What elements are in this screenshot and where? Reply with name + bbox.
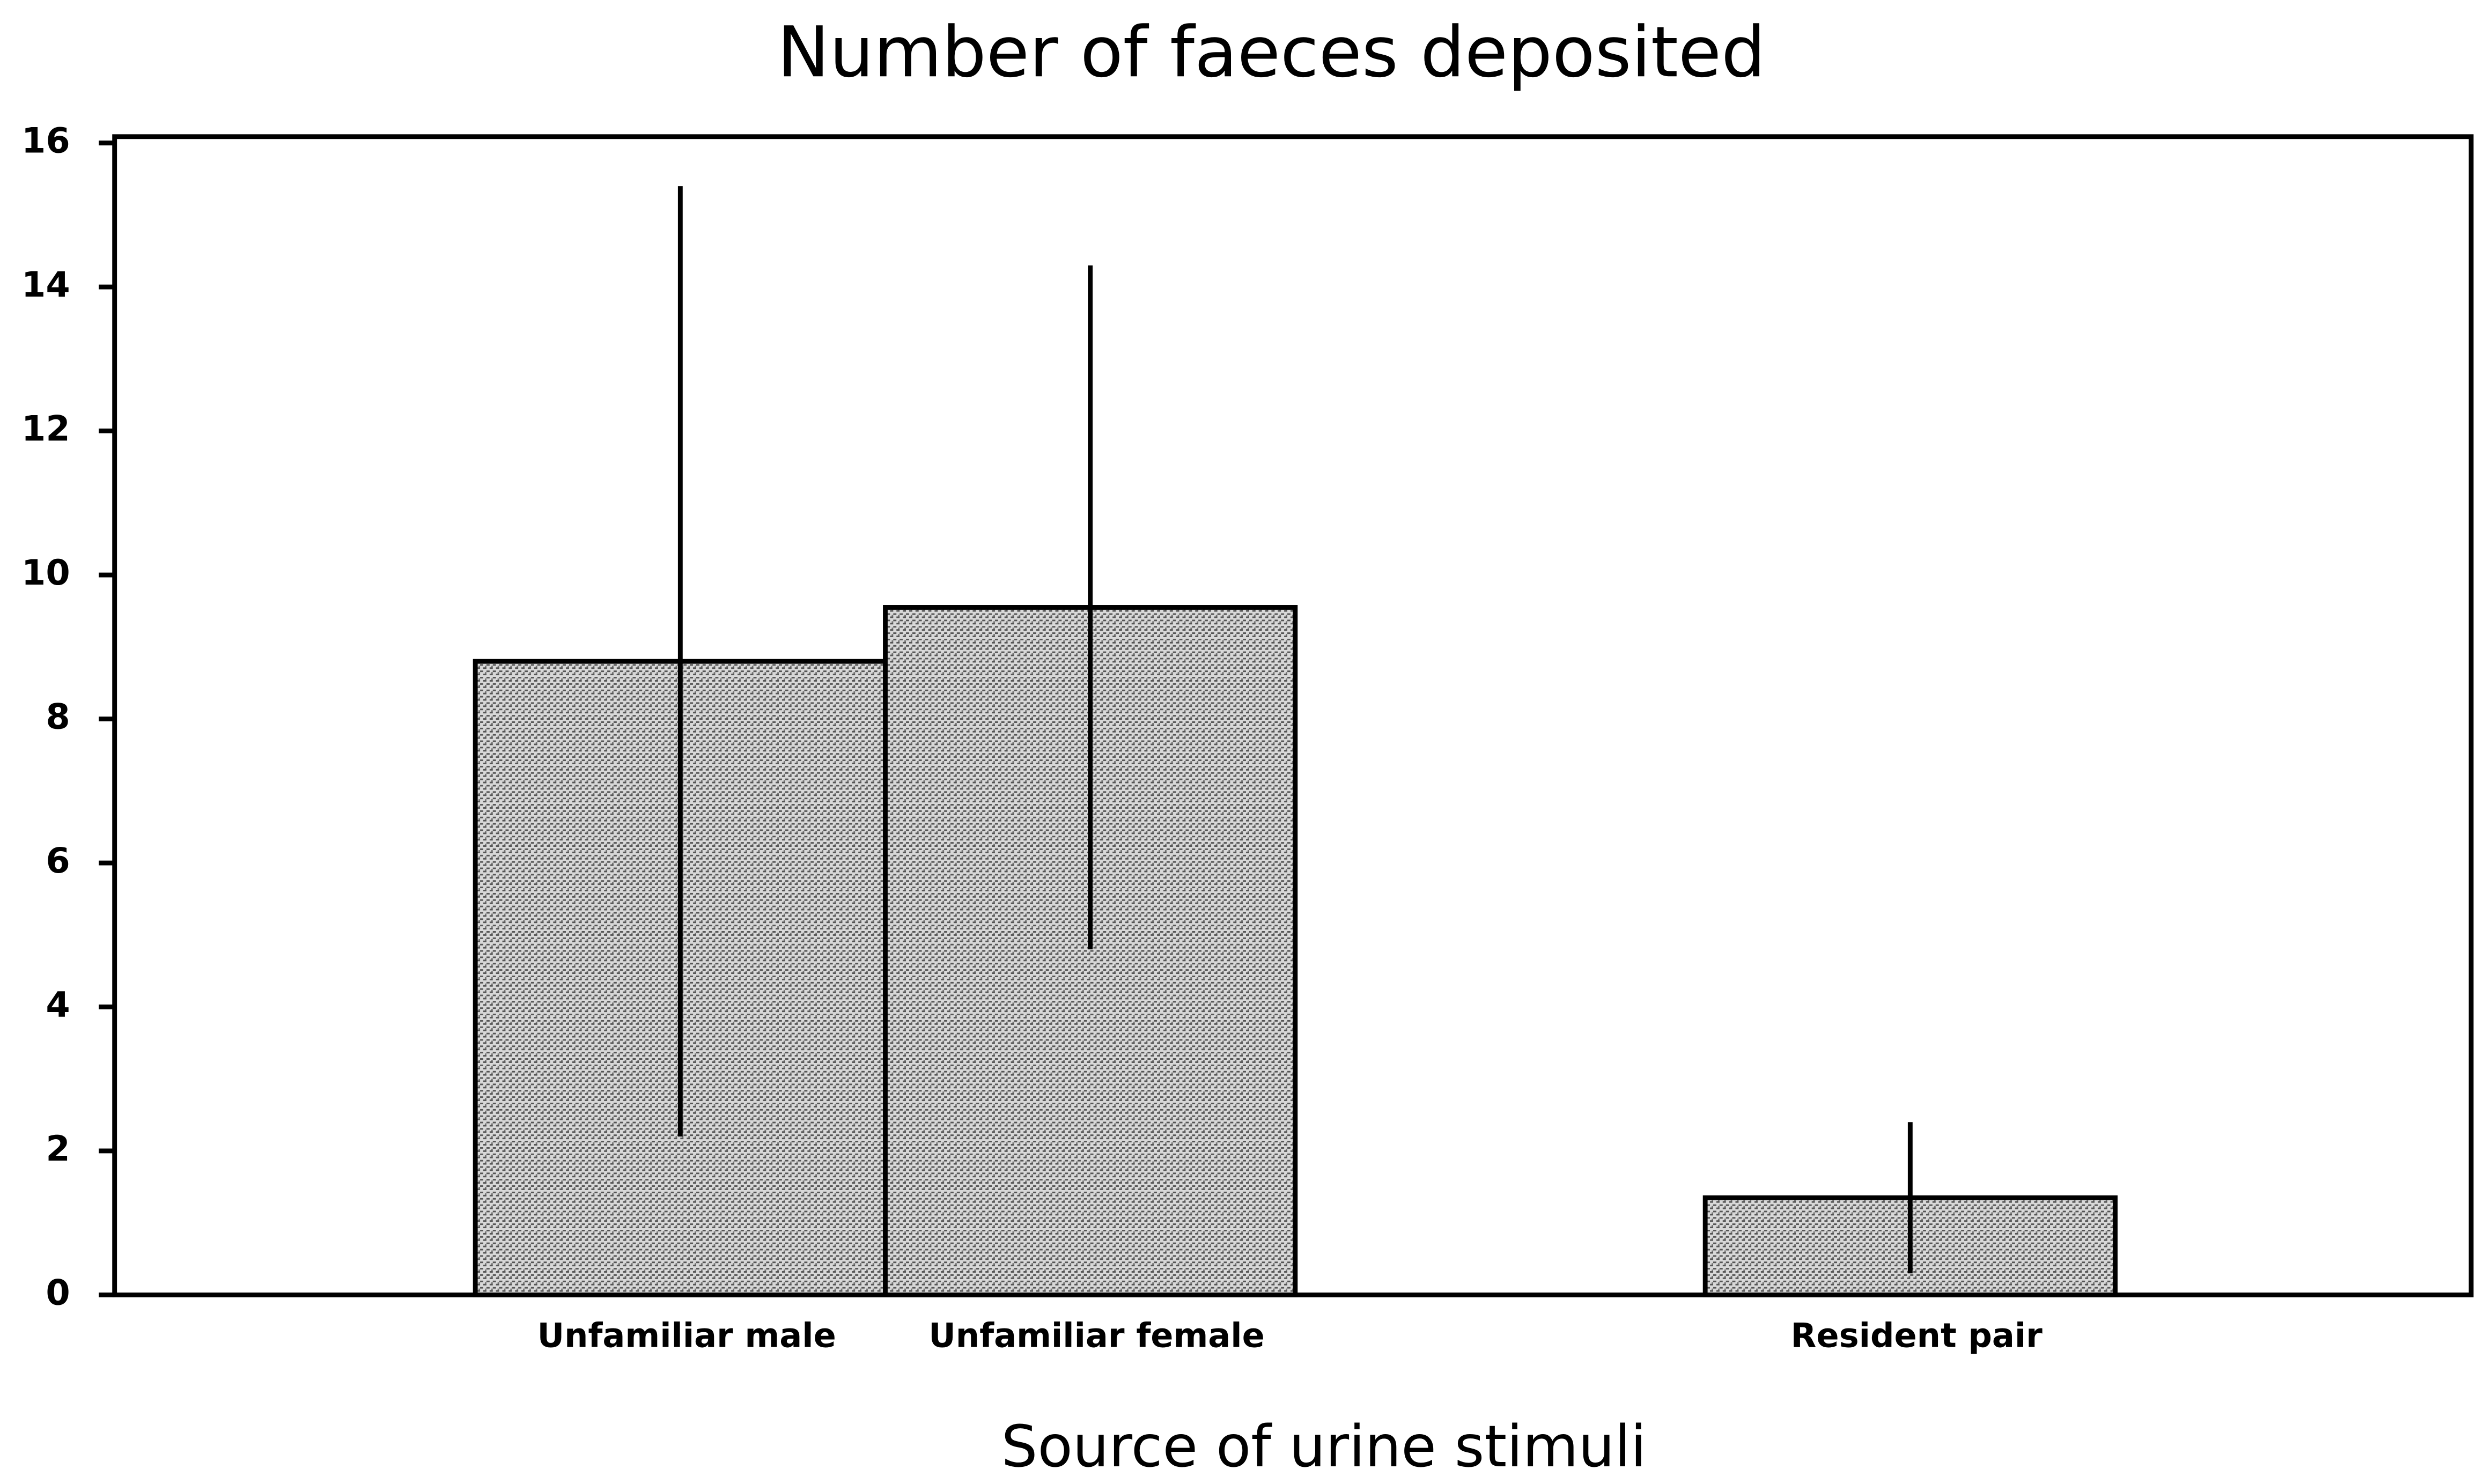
chart-title: Number of faeces deposited <box>777 11 1766 93</box>
y-tick-label: 16 <box>21 121 70 161</box>
y-tick-label: 14 <box>21 265 70 305</box>
x-axis-title: Source of urine stimuli <box>1001 1414 1647 1480</box>
y-tick-label: 8 <box>46 697 70 737</box>
x-tick-label: Unfamiliar female <box>928 1316 1264 1355</box>
y-tick-label: 2 <box>46 1129 70 1169</box>
x-tick-label: Unfamiliar male <box>537 1316 836 1355</box>
y-tick-label: 4 <box>46 985 70 1025</box>
y-tick-label: 12 <box>21 409 70 449</box>
x-tick-label: Resident pair <box>1791 1316 2043 1355</box>
y-tick-label: 6 <box>46 841 70 881</box>
y-tick-label: 10 <box>21 553 70 593</box>
y-tick-label: 0 <box>46 1273 70 1313</box>
